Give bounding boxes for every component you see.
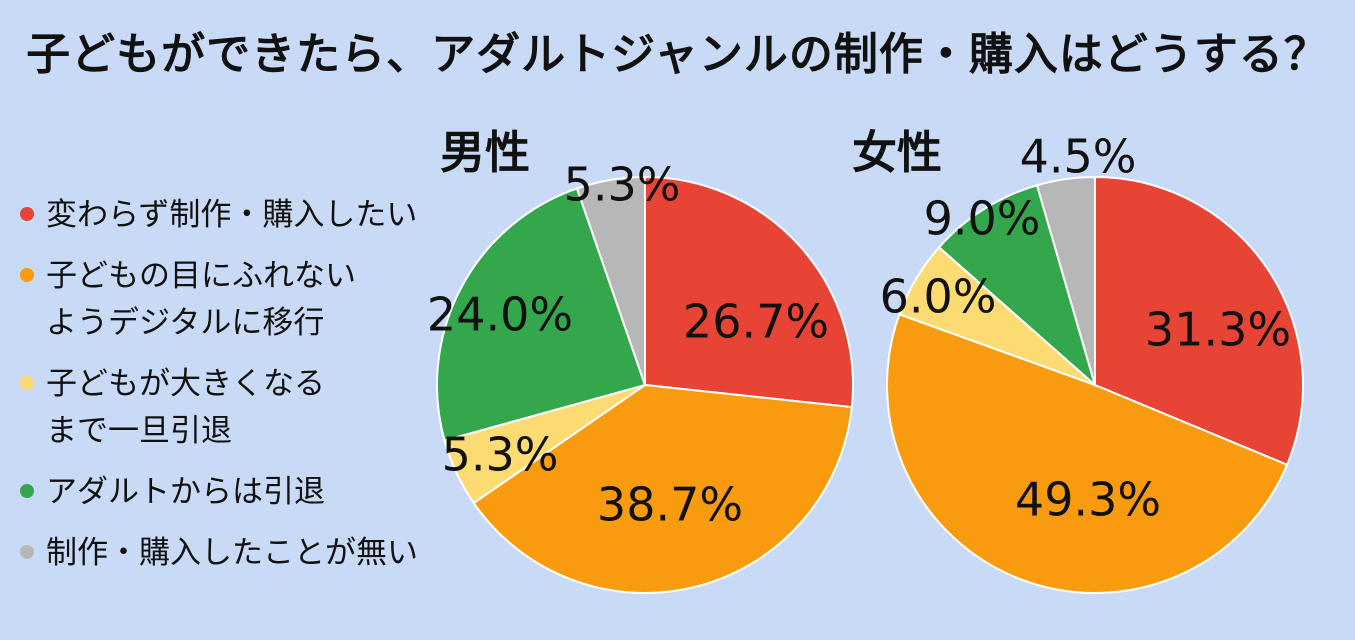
legend-label: アダルトからは引退 — [46, 474, 325, 510]
data-label-digital: 38.7% — [597, 478, 743, 532]
data-label-keep: 26.7% — [683, 295, 829, 349]
pie-title: 男性 — [440, 126, 530, 179]
legend-item-digital: 子どもの目にふれない ようデジタルに移行 — [20, 253, 440, 347]
data-label-never: 5.3% — [564, 158, 681, 212]
legend-item-pause: 子どもが大きくなる まで一旦引退 — [20, 361, 440, 455]
data-label-pause: 6.0% — [880, 270, 997, 324]
data-label-retire: 24.0% — [427, 288, 573, 342]
pie-chart-female: 31.3% 49.3% 6.0% 9.0% 4.5% 女性 — [852, 126, 1304, 594]
legend-label: 子どもが大きくなる まで一旦引退 — [46, 366, 325, 449]
pie-slice-digital — [472, 383, 853, 594]
legend-item-keep: 変わらず制作・購入したい — [20, 192, 440, 239]
pie-slice-never — [1035, 175, 1096, 386]
pie-slice-never — [575, 175, 646, 386]
legend: 変わらず制作・購入したい 子どもの目にふれない ようデジタルに移行 子どもが大き… — [20, 192, 440, 591]
pie-slice-retire — [436, 187, 647, 442]
legend-item-retire: アダルトからは引退 — [20, 469, 440, 516]
data-label-never: 4.5% — [1020, 130, 1137, 184]
pie-title: 女性 — [852, 126, 942, 179]
pie-chart-male: 26.7% 38.7% 5.3% 24.0% 5.3% 男性 — [427, 126, 854, 594]
pie-slice-keep — [1094, 175, 1304, 467]
legend-dot-icon — [20, 545, 34, 559]
legend-dot-icon — [20, 376, 34, 390]
legend-label: 変わらず制作・購入したい — [46, 197, 418, 233]
pie-slice-keep — [644, 175, 854, 409]
legend-item-never: 制作・購入したことが無い — [20, 530, 440, 577]
data-label-digital: 49.3% — [1015, 473, 1161, 527]
pie-slice-retire — [937, 184, 1097, 389]
chart-title: 子どもができたら、アダルトジャンルの制作・購入はどうする？ — [26, 29, 1329, 80]
legend-dot-icon — [20, 484, 34, 498]
legend-label: 制作・購入したことが無い — [46, 535, 418, 571]
legend-dot-icon — [20, 207, 34, 221]
data-label-keep: 31.3% — [1145, 303, 1291, 357]
data-label-retire: 9.0% — [924, 192, 1041, 246]
pie-slice-digital — [886, 313, 1289, 594]
data-label-pause: 5.3% — [442, 428, 559, 482]
legend-label: 子どもの目にふれない ようデジタルに移行 — [46, 258, 356, 341]
legend-dot-icon — [20, 268, 34, 282]
